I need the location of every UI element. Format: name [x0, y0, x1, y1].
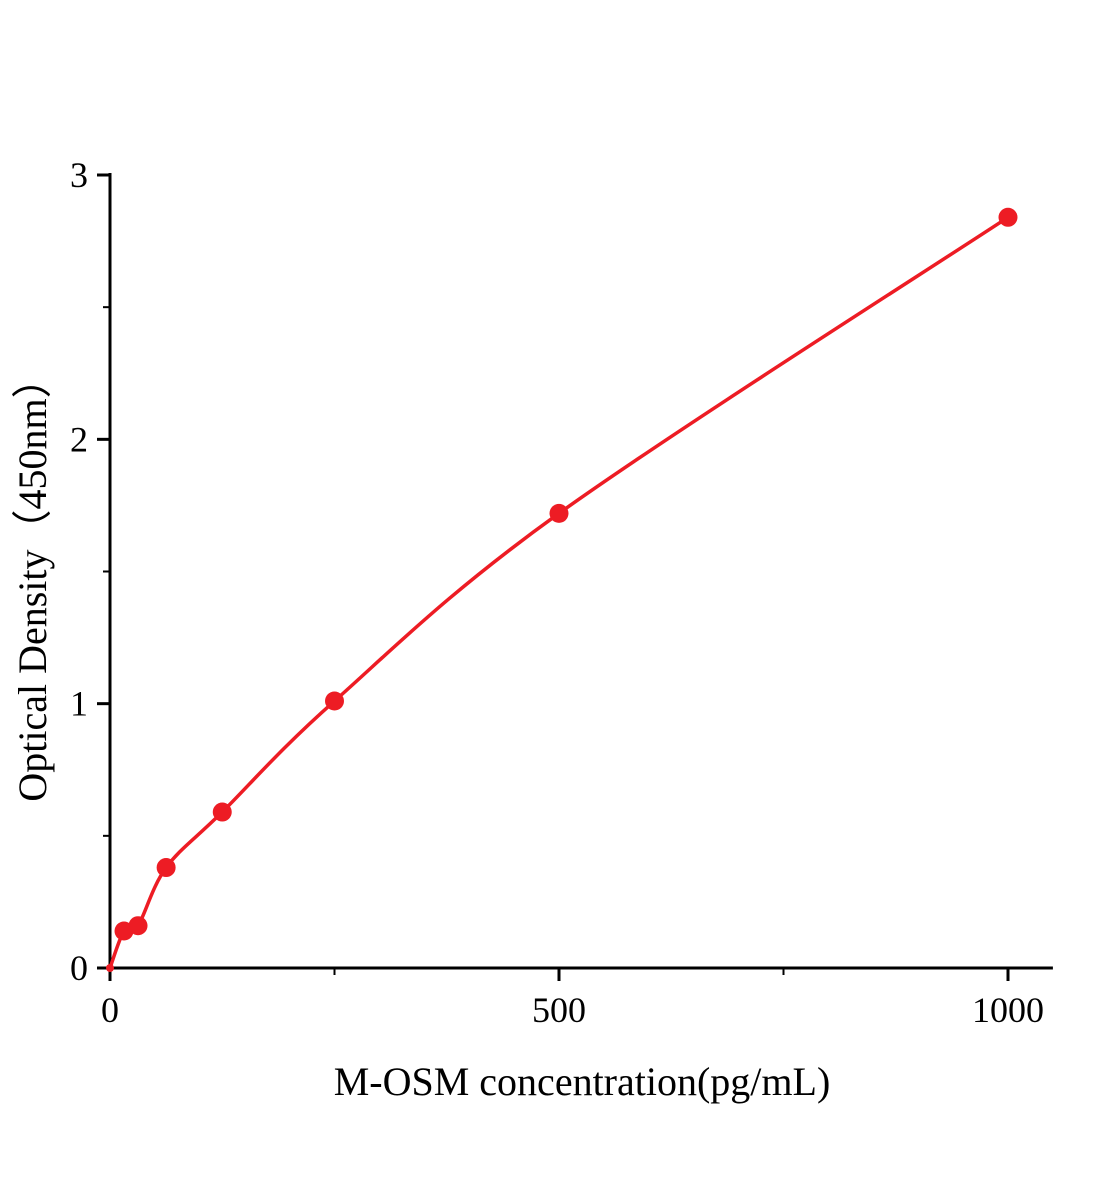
y-tick-label: 1	[70, 684, 88, 724]
data-points-group	[106, 207, 1018, 972]
data-point-marker	[106, 964, 114, 972]
tick-labels-group: 0 500 1000 0 1 2 3	[70, 155, 1044, 1030]
data-point-marker	[549, 503, 569, 523]
y-axis-label: Optical Density（450nm）	[10, 358, 55, 802]
y-tick-label: 3	[70, 155, 88, 195]
x-tick-label: 0	[101, 990, 119, 1030]
fit-curve-group	[108, 215, 1010, 970]
x-tick-label: 500	[532, 990, 586, 1030]
y-tick-label: 0	[70, 948, 88, 988]
x-tick-label: 1000	[972, 990, 1044, 1030]
x-axis-label: M-OSM concentration(pg/mL)	[333, 1059, 831, 1104]
data-point-marker	[998, 207, 1018, 227]
ticks-group	[97, 173, 1010, 981]
standard-curve-line	[108, 215, 1010, 970]
data-point-marker	[212, 802, 232, 822]
data-point-marker	[156, 858, 176, 878]
y-tick-label: 2	[70, 419, 88, 459]
data-point-marker	[325, 691, 344, 711]
axes-group	[108, 173, 1053, 970]
data-point-marker	[128, 916, 148, 936]
